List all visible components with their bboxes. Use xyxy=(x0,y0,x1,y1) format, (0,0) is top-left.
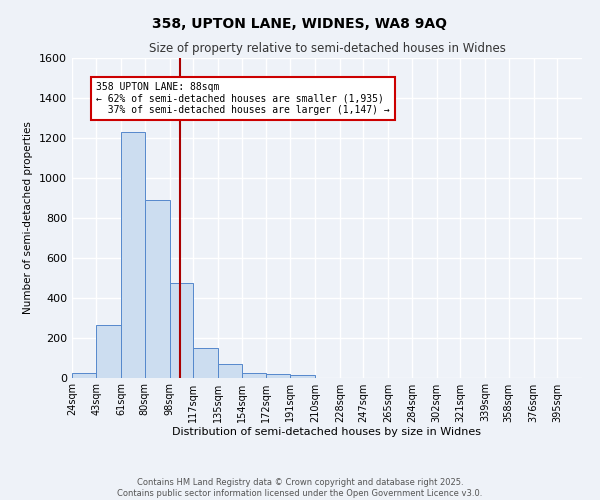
Bar xyxy=(266,374,290,378)
Bar xyxy=(96,324,121,378)
Y-axis label: Number of semi-detached properties: Number of semi-detached properties xyxy=(23,121,34,314)
Bar xyxy=(121,132,145,378)
Bar xyxy=(72,372,96,378)
Bar xyxy=(145,200,170,378)
Bar xyxy=(242,372,266,378)
Text: 358 UPTON LANE: 88sqm
← 62% of semi-detached houses are smaller (1,935)
  37% of: 358 UPTON LANE: 88sqm ← 62% of semi-deta… xyxy=(96,82,390,114)
Bar xyxy=(193,348,218,378)
Bar xyxy=(170,282,193,378)
Text: Contains HM Land Registry data © Crown copyright and database right 2025.
Contai: Contains HM Land Registry data © Crown c… xyxy=(118,478,482,498)
Title: Size of property relative to semi-detached houses in Widnes: Size of property relative to semi-detach… xyxy=(149,42,505,55)
X-axis label: Distribution of semi-detached houses by size in Widnes: Distribution of semi-detached houses by … xyxy=(173,428,482,438)
Bar xyxy=(290,374,315,378)
Text: 358, UPTON LANE, WIDNES, WA8 9AQ: 358, UPTON LANE, WIDNES, WA8 9AQ xyxy=(152,18,448,32)
Bar xyxy=(218,364,242,378)
